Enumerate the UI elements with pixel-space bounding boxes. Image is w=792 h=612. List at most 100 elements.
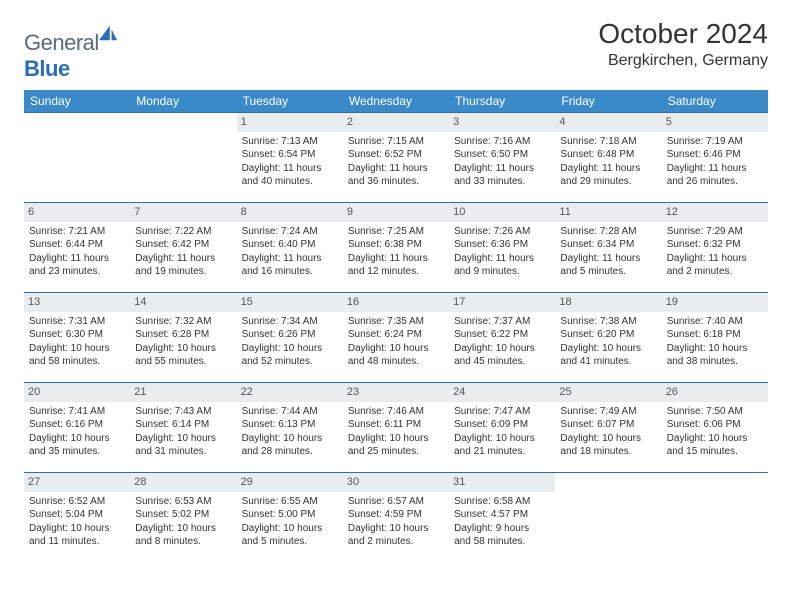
sunset-text: Sunset: 6:06 PM: [667, 418, 763, 432]
sunrise-text: Sunrise: 7:28 AM: [560, 225, 656, 239]
day2-text: and 33 minutes.: [454, 175, 550, 189]
day-cell: 30Sunrise: 6:57 AMSunset: 4:59 PMDayligh…: [343, 473, 449, 563]
day-number: 21: [130, 383, 236, 402]
sunset-text: Sunset: 5:04 PM: [29, 508, 125, 522]
sunrise-text: Sunrise: 7:19 AM: [667, 135, 763, 149]
day2-text: and 55 minutes.: [135, 355, 231, 369]
day1-text: Daylight: 10 hours: [348, 342, 444, 356]
brand-part1: General: [24, 30, 99, 55]
day1-text: Daylight: 10 hours: [29, 342, 125, 356]
sunset-text: Sunset: 6:07 PM: [560, 418, 656, 432]
calendar-body: 1Sunrise: 7:13 AMSunset: 6:54 PMDaylight…: [24, 113, 768, 563]
day-number: 12: [662, 203, 768, 222]
sunset-text: Sunset: 6:32 PM: [667, 238, 763, 252]
sunset-text: Sunset: 6:42 PM: [135, 238, 231, 252]
day1-text: Daylight: 11 hours: [667, 252, 763, 266]
title-block: October 2024 Bergkirchen, Germany: [598, 18, 768, 70]
day-number: 27: [24, 473, 130, 492]
sunset-text: Sunset: 6:11 PM: [348, 418, 444, 432]
day-cell: 3Sunrise: 7:16 AMSunset: 6:50 PMDaylight…: [449, 113, 555, 203]
day-cell: 15Sunrise: 7:34 AMSunset: 6:26 PMDayligh…: [237, 293, 343, 383]
day1-text: Daylight: 10 hours: [135, 522, 231, 536]
sunrise-text: Sunrise: 7:41 AM: [29, 405, 125, 419]
day2-text: and 58 minutes.: [29, 355, 125, 369]
day-number: 19: [662, 293, 768, 312]
day1-text: Daylight: 10 hours: [242, 522, 338, 536]
sunrise-text: Sunrise: 7:31 AM: [29, 315, 125, 329]
sunset-text: Sunset: 6:48 PM: [560, 148, 656, 162]
day2-text: and 25 minutes.: [348, 445, 444, 459]
day-number: 8: [237, 203, 343, 222]
day-cell: 24Sunrise: 7:47 AMSunset: 6:09 PMDayligh…: [449, 383, 555, 473]
sunrise-text: Sunrise: 7:46 AM: [348, 405, 444, 419]
day2-text: and 52 minutes.: [242, 355, 338, 369]
sunrise-text: Sunrise: 7:25 AM: [348, 225, 444, 239]
day2-text: and 12 minutes.: [348, 265, 444, 279]
sunset-text: Sunset: 6:40 PM: [242, 238, 338, 252]
day-cell: 17Sunrise: 7:37 AMSunset: 6:22 PMDayligh…: [449, 293, 555, 383]
day-cell: 12 Sunrise: 7:29 AMSunset: 6:32 PMDayligh…: [662, 203, 768, 293]
day1-text: Daylight: 11 hours: [29, 252, 125, 266]
day-number: 25: [555, 383, 661, 402]
day-number: 15: [237, 293, 343, 312]
day2-text: and 19 minutes.: [135, 265, 231, 279]
week-row: 1Sunrise: 7:13 AMSunset: 6:54 PMDaylight…: [24, 113, 768, 203]
day-cell: 27Sunrise: 6:52 AMSunset: 5:04 PMDayligh…: [24, 473, 130, 563]
day-cell: 2Sunrise: 7:15 AMSunset: 6:52 PMDaylight…: [343, 113, 449, 203]
sunset-text: Sunset: 6:46 PM: [667, 148, 763, 162]
dayhead-tue: Tuesday: [237, 90, 343, 113]
day-cell: 6Sunrise: 7:21 AMSunset: 6:44 PMDaylight…: [24, 203, 130, 293]
sunrise-text: Sunrise: 7:44 AM: [242, 405, 338, 419]
sunset-text: Sunset: 5:00 PM: [242, 508, 338, 522]
day-number: 23: [343, 383, 449, 402]
day-number: 26: [662, 383, 768, 402]
sunset-text: Sunset: 6:44 PM: [29, 238, 125, 252]
day1-text: Daylight: 10 hours: [348, 432, 444, 446]
day1-text: Daylight: 11 hours: [348, 162, 444, 176]
sunset-text: Sunset: 4:59 PM: [348, 508, 444, 522]
sunrise-text: Sunrise: 7:16 AM: [454, 135, 550, 149]
day-cell: 28Sunrise: 6:53 AMSunset: 5:02 PMDayligh…: [130, 473, 236, 563]
day2-text: and 8 minutes.: [135, 535, 231, 549]
sunset-text: Sunset: 6:13 PM: [242, 418, 338, 432]
day-cell: 11Sunrise: 7:28 AMSunset: 6:34 PMDayligh…: [555, 203, 661, 293]
sunset-text: Sunset: 6:24 PM: [348, 328, 444, 342]
sunrise-text: Sunrise: 7:38 AM: [560, 315, 656, 329]
day2-text: and 48 minutes.: [348, 355, 444, 369]
dayhead-fri: Friday: [555, 90, 661, 113]
sunrise-text: Sunrise: 6:53 AM: [135, 495, 231, 509]
day2-text: and 31 minutes.: [135, 445, 231, 459]
sunrise-text: Sunrise: 7:35 AM: [348, 315, 444, 329]
sunset-text: Sunset: 6:22 PM: [454, 328, 550, 342]
sunrise-text: Sunrise: 7:21 AM: [29, 225, 125, 239]
sunset-text: Sunset: 6:38 PM: [348, 238, 444, 252]
day-header-row: Sunday Monday Tuesday Wednesday Thursday…: [24, 90, 768, 113]
day-number: 10: [449, 203, 555, 222]
day1-text: Daylight: 10 hours: [560, 342, 656, 356]
day2-text: and 36 minutes.: [348, 175, 444, 189]
sunrise-text: Sunrise: 7:15 AM: [348, 135, 444, 149]
day-cell: 26Sunrise: 7:50 AMSunset: 6:06 PMDayligh…: [662, 383, 768, 473]
day-cell: [24, 113, 130, 203]
day2-text: and 28 minutes.: [242, 445, 338, 459]
day-number: 31: [449, 473, 555, 492]
day2-text: and 2 minutes.: [667, 265, 763, 279]
day1-text: Daylight: 10 hours: [135, 342, 231, 356]
day2-text: and 35 minutes.: [29, 445, 125, 459]
day2-text: and 16 minutes.: [242, 265, 338, 279]
dayhead-mon: Monday: [130, 90, 236, 113]
sunrise-text: Sunrise: 7:29 AM: [667, 225, 763, 239]
sunrise-text: Sunrise: 7:32 AM: [135, 315, 231, 329]
day-cell: 21Sunrise: 7:43 AMSunset: 6:14 PMDayligh…: [130, 383, 236, 473]
day1-text: Daylight: 11 hours: [348, 252, 444, 266]
day-cell: 16Sunrise: 7:35 AMSunset: 6:24 PMDayligh…: [343, 293, 449, 383]
day-number: 30: [343, 473, 449, 492]
sunset-text: Sunset: 4:57 PM: [454, 508, 550, 522]
day2-text: and 29 minutes.: [560, 175, 656, 189]
dayhead-wed: Wednesday: [343, 90, 449, 113]
sunset-text: Sunset: 6:28 PM: [135, 328, 231, 342]
day-number: 20: [24, 383, 130, 402]
brand-text: General Blue: [24, 24, 119, 82]
sunset-text: Sunset: 5:02 PM: [135, 508, 231, 522]
sail-icon: [97, 24, 119, 42]
